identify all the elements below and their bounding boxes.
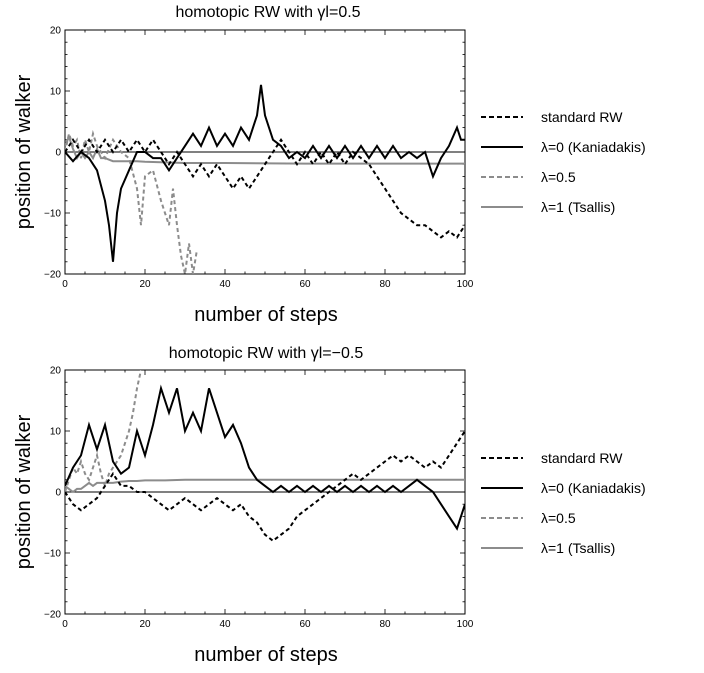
x-tick-label: 80 (379, 279, 391, 290)
series-line (65, 478, 465, 494)
y-tick-label: −10 (44, 549, 61, 560)
x-tick-label: 60 (299, 619, 311, 630)
y-axis-title: position of walker (13, 74, 35, 229)
x-tick-label: 100 (457, 619, 474, 630)
legend-label: λ=0.5 (541, 169, 576, 185)
series-line (65, 137, 465, 239)
y-axis: −20 −10 0 10 20 (44, 26, 465, 281)
x-axis: 0 20 40 60 80 100 (62, 30, 474, 290)
legend-label: λ=1 (Tsallis) (541, 540, 615, 556)
y-tick-label: 0 (55, 488, 61, 499)
legend-label: λ=1 (Tsallis) (541, 199, 615, 215)
legend: standard RW λ=0 (Kaniadakis) λ=0.5 λ=1 (Tsa… (481, 109, 646, 215)
y-axis-title: position of walker (13, 414, 35, 569)
y-tick-label: −10 (44, 209, 61, 220)
x-tick-label: 40 (219, 619, 231, 630)
legend-label: λ=0.5 (541, 510, 576, 526)
x-tick-label: 60 (299, 279, 311, 290)
y-tick-label: −20 (44, 270, 61, 281)
y-tick-label: 20 (50, 26, 62, 37)
series-line (65, 84, 465, 262)
y-tick-label: 20 (50, 366, 62, 377)
x-tick-label: 0 (62, 619, 68, 630)
x-tick-label: 20 (139, 279, 151, 290)
x-tick-label: 20 (139, 619, 151, 630)
legend-label: λ=0 (Kaniadakis) (541, 139, 646, 155)
plot-lines (65, 84, 465, 274)
x-axis-title: number of steps (194, 304, 337, 326)
chart-title: homotopic RW with γl=0.5 (175, 4, 360, 21)
series-line (65, 129, 198, 274)
series-line (65, 384, 465, 531)
legend-label: standard RW (541, 109, 623, 125)
x-tick-label: 0 (62, 279, 68, 290)
chart-title: homotopic RW with γl=−0.5 (169, 345, 364, 362)
y-tick-label: 10 (50, 427, 62, 438)
series-line (65, 370, 142, 493)
y-axis: −20 −10 0 10 20 (44, 366, 465, 621)
chart-panel-top: homotopic RW with γl=0.5 0 20 40 60 80 100 −2… (13, 4, 646, 326)
chart-panel-bottom: homotopic RW with γl=−0.5 0 20 40 60 80 100 −… (13, 345, 646, 666)
y-tick-label: −20 (44, 610, 61, 621)
y-tick-label: 0 (55, 148, 61, 159)
x-tick-label: 40 (219, 279, 231, 290)
legend: standard RW λ=0 (Kaniadakis) λ=0.5 λ=1 (Tsa… (481, 450, 646, 556)
x-tick-label: 80 (379, 619, 391, 630)
x-axis: 0 20 40 60 80 100 (62, 370, 474, 630)
legend-label: standard RW (541, 450, 623, 466)
x-axis-title: number of steps (194, 644, 337, 666)
legend-label: λ=0 (Kaniadakis) (541, 480, 646, 496)
plot-lines (65, 370, 465, 543)
x-tick-label: 100 (457, 279, 474, 290)
y-tick-label: 10 (50, 87, 62, 98)
series-line (65, 430, 465, 543)
series-line (65, 134, 465, 165)
